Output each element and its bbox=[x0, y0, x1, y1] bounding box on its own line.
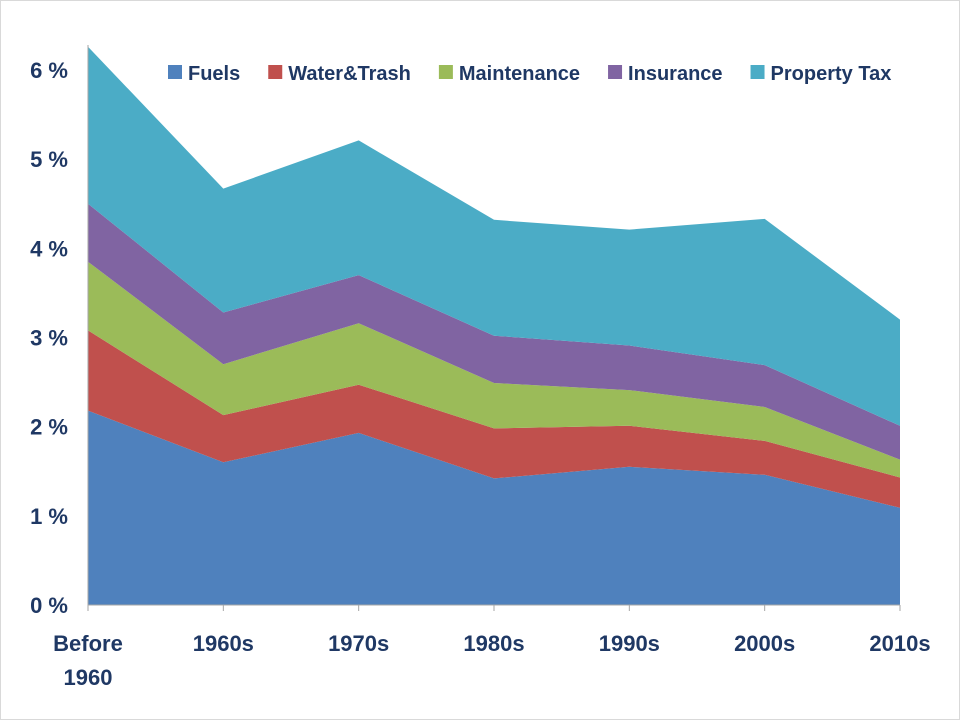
legend-swatch bbox=[268, 65, 283, 79]
x-tick-label: 2000s bbox=[734, 631, 795, 656]
axes bbox=[87, 45, 901, 611]
area-series-maintenance bbox=[88, 261, 900, 478]
area-layers bbox=[88, 46, 900, 605]
y-tick-labels: 0 % 1 % 2 % 3 % 4 % 5 % 6 % bbox=[30, 58, 68, 618]
area-series-fuels bbox=[88, 410, 900, 605]
x-tick-label: 1980s bbox=[463, 631, 524, 656]
legend-item: Insurance bbox=[608, 63, 723, 85]
y-tick-label: 1 % bbox=[30, 504, 68, 529]
legend-label: Fuels bbox=[188, 63, 240, 85]
legend-item: Maintenance bbox=[438, 63, 580, 85]
y-tick-label: 6 % bbox=[30, 58, 68, 83]
x-tick-label: 2010s bbox=[869, 631, 930, 656]
area-series-water-trash bbox=[88, 330, 900, 508]
legend-swatch bbox=[438, 65, 453, 79]
area-series-property-tax bbox=[88, 46, 900, 426]
legend-item: Fuels bbox=[168, 63, 240, 85]
y-tick-label: 4 % bbox=[30, 236, 68, 261]
x-tick-label: 1990s bbox=[599, 631, 660, 656]
x-tick-label: Before 1960 bbox=[53, 631, 123, 690]
legend-swatch bbox=[750, 65, 765, 79]
legend-label: Property Tax bbox=[771, 63, 892, 85]
area-series-insurance bbox=[88, 203, 900, 460]
x-tick-label: 1960s bbox=[193, 631, 254, 656]
y-tick-label: 0 % bbox=[30, 593, 68, 618]
y-tick-label: 5 % bbox=[30, 147, 68, 172]
legend-item: Water&Trash bbox=[268, 63, 411, 85]
legend-swatch bbox=[168, 65, 182, 79]
y-tick-label: 2 % bbox=[30, 415, 68, 440]
legend-label: Insurance bbox=[628, 63, 722, 85]
legend-label: Water&Trash bbox=[288, 63, 411, 85]
legend: Fuels Water&Trash Maintenance Insurance Prop… bbox=[168, 63, 891, 85]
legend-item: Property Tax bbox=[750, 63, 892, 85]
x-tick-labels: Before 1960 1960s 1970s 1980s 1990s 2000s 2010s bbox=[53, 631, 930, 690]
y-tick-label: 3 % bbox=[30, 325, 68, 350]
legend-label: Maintenance bbox=[459, 63, 580, 85]
legend-swatch bbox=[608, 65, 623, 79]
x-tick-label: 1970s bbox=[328, 631, 389, 656]
